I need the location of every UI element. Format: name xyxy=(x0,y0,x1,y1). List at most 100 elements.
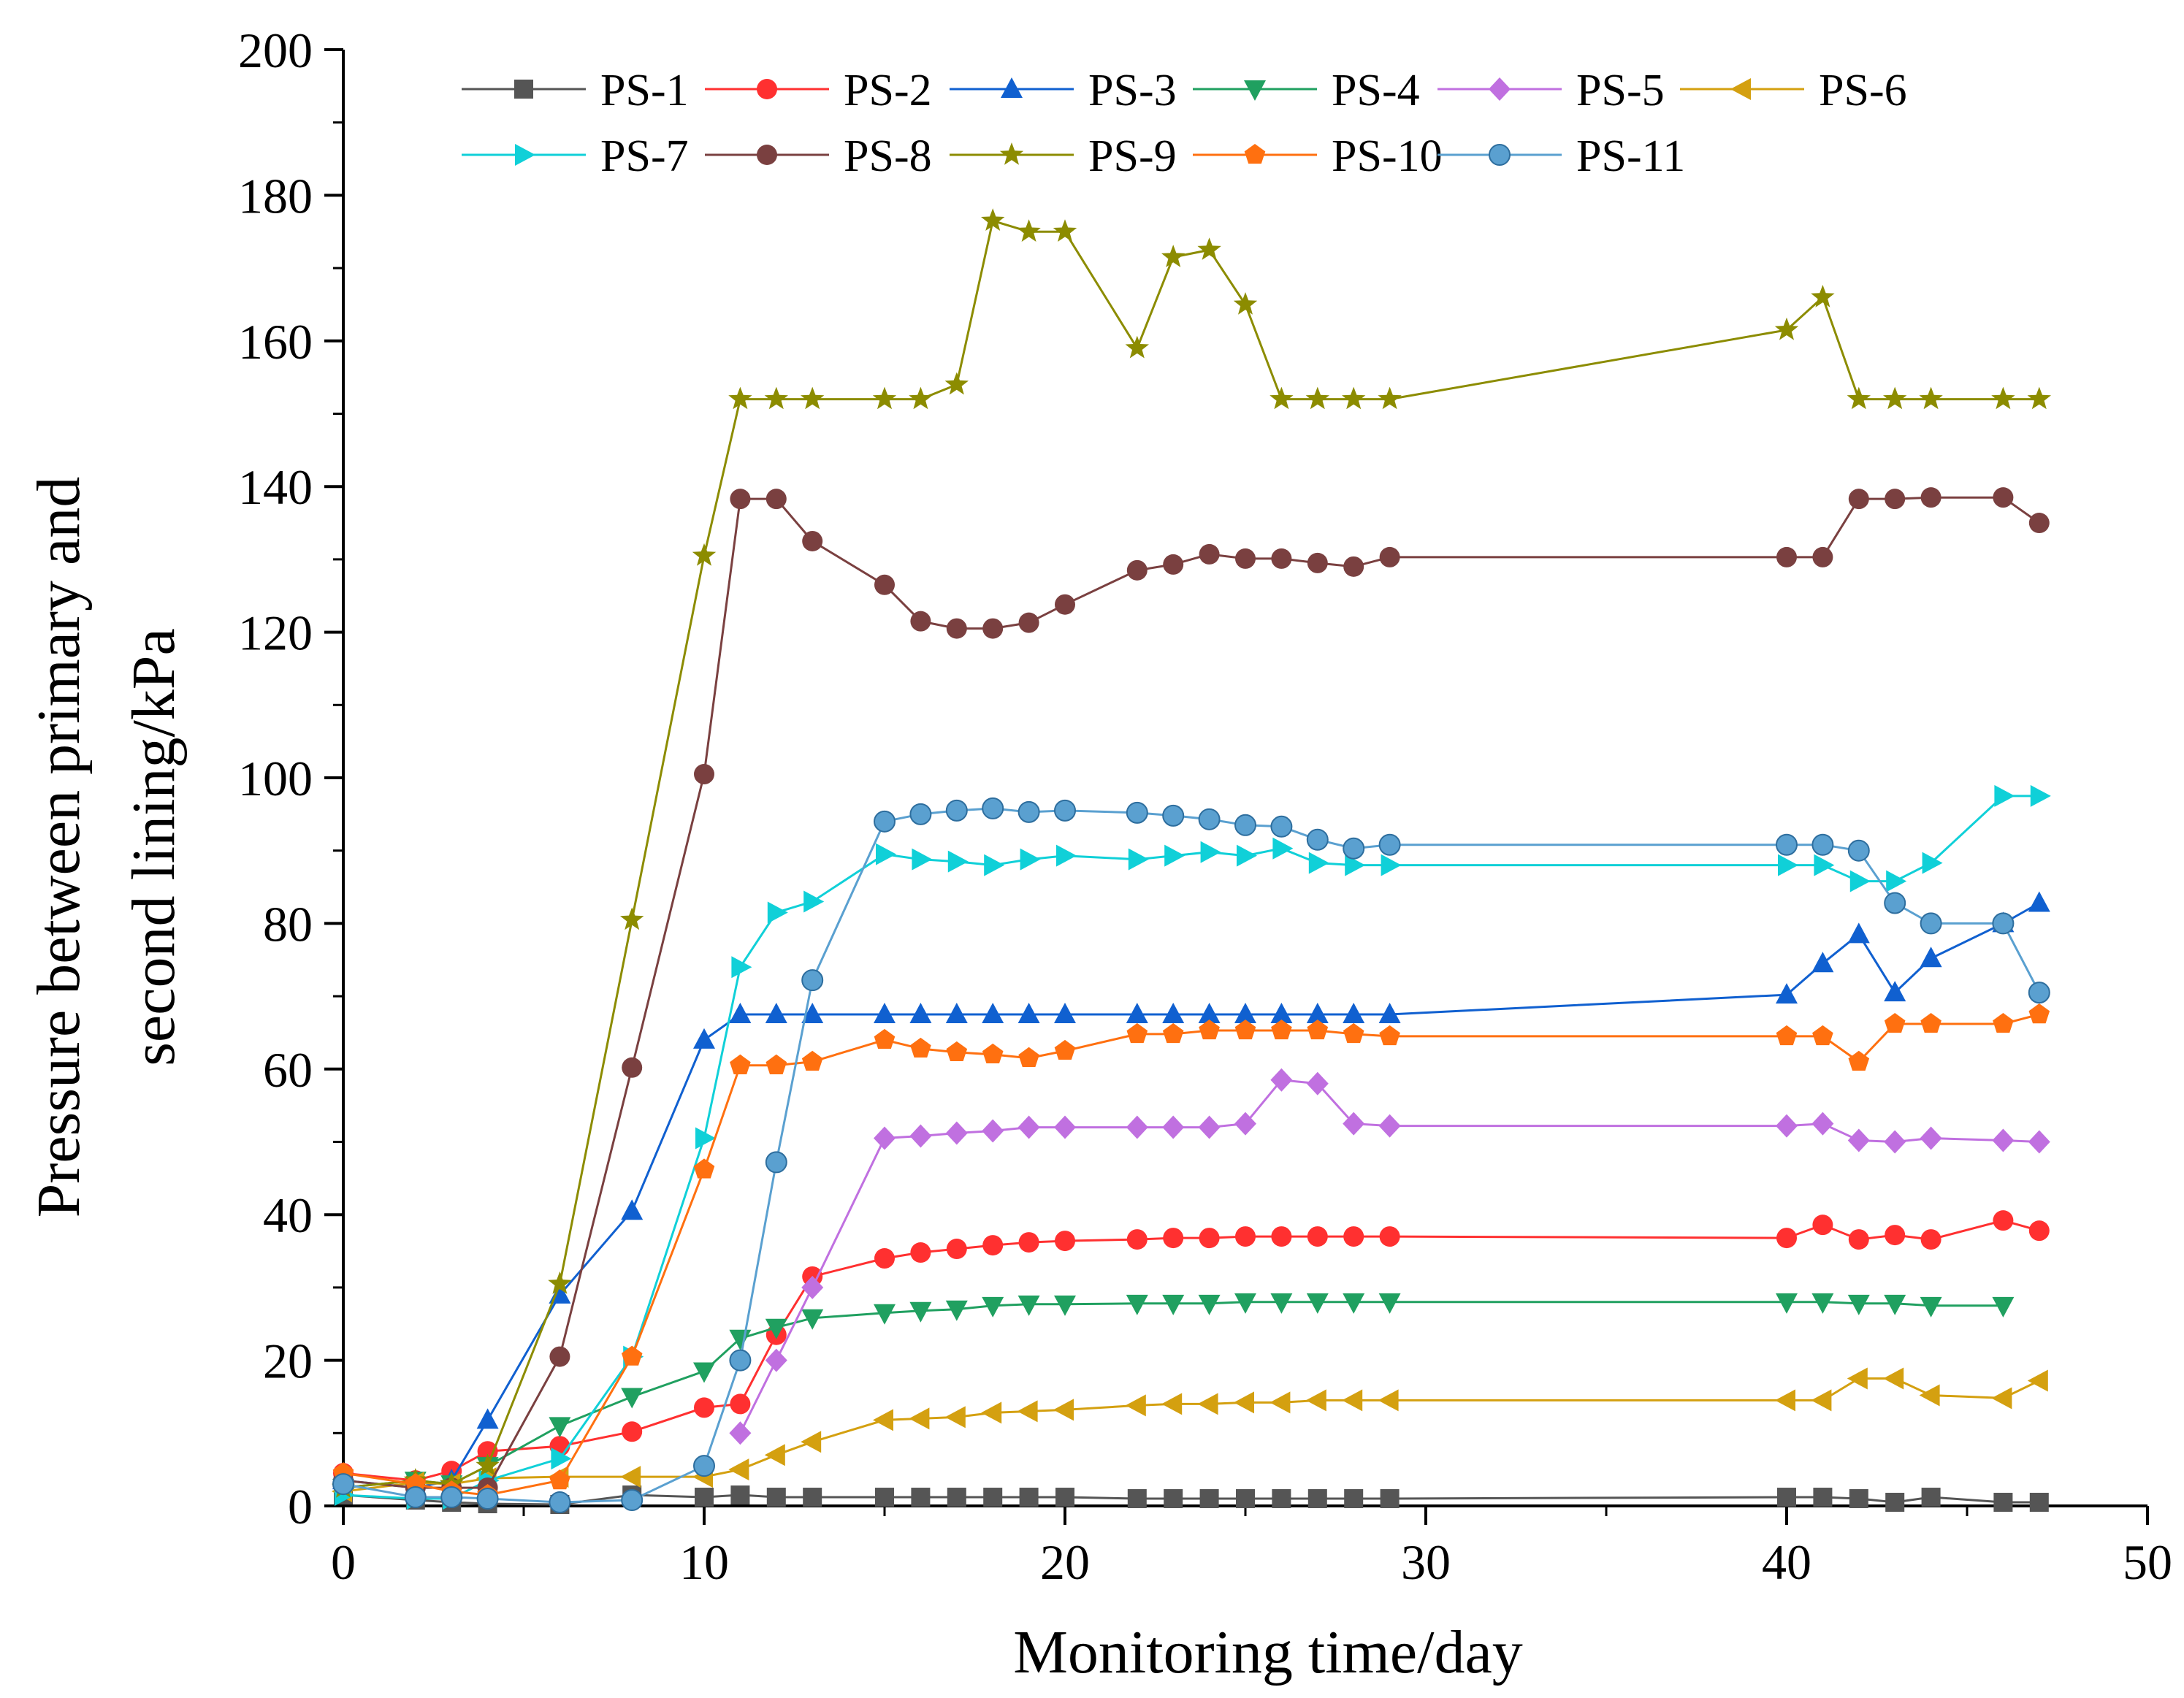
y-tick-label: 40 xyxy=(263,1188,313,1243)
data-point xyxy=(1307,1020,1329,1040)
data-point xyxy=(1019,1488,1039,1507)
data-point xyxy=(440,1486,463,1509)
data-point xyxy=(1306,1003,1329,1024)
data-point xyxy=(1919,1384,1940,1407)
legend-swatch-marker xyxy=(1244,144,1266,164)
data-point xyxy=(909,803,932,825)
data-point xyxy=(947,1488,966,1507)
data-point xyxy=(476,1408,499,1429)
data-point xyxy=(1847,839,1870,862)
legend-label: PS-3 xyxy=(1088,66,1177,115)
data-point xyxy=(1126,1115,1148,1139)
data-point xyxy=(1884,1130,1906,1154)
data-point xyxy=(874,1248,895,1269)
data-point xyxy=(2028,1003,2050,1024)
data-point xyxy=(1128,848,1149,871)
data-point xyxy=(1235,1226,1256,1247)
data-point xyxy=(1886,870,1907,892)
data-point xyxy=(982,1043,1004,1063)
data-point xyxy=(1126,1229,1148,1250)
data-point xyxy=(1054,799,1076,822)
data-point xyxy=(1237,844,1257,867)
legend: PS-1 PS-2 PS-3 PS-4 PS-5 PS-6 PS-7 PS-8 PS-9 PS-1… xyxy=(462,66,1907,181)
data-point xyxy=(1884,1294,1906,1315)
legend-item-ps-8: PS-8 xyxy=(705,131,932,181)
data-point xyxy=(1198,808,1221,830)
data-point xyxy=(551,1447,572,1470)
data-point xyxy=(910,1037,931,1058)
data-point xyxy=(1885,489,1906,510)
data-point xyxy=(1125,1394,1146,1417)
y-tick-label: 100 xyxy=(238,751,313,806)
data-point xyxy=(982,1296,1004,1318)
data-point xyxy=(729,1421,752,1445)
legend-label: PS-10 xyxy=(1332,131,1443,181)
legend-label: PS-9 xyxy=(1088,131,1177,181)
data-point xyxy=(1234,1391,1254,1414)
data-point xyxy=(1920,1126,1942,1150)
series-ps-8 xyxy=(333,487,2050,1499)
data-point xyxy=(1126,1003,1148,1024)
y-axis-title-line-2: second lining/kPa xyxy=(120,628,188,1066)
data-point xyxy=(765,1318,787,1339)
series-layer xyxy=(331,208,2051,1515)
data-point xyxy=(695,1488,714,1507)
legend-item-ps-1: PS-1 xyxy=(462,66,689,115)
data-point xyxy=(476,1488,499,1510)
data-point xyxy=(730,1054,751,1074)
data-point xyxy=(621,1489,644,1512)
data-point xyxy=(1920,912,1942,935)
data-point xyxy=(1055,1231,1075,1252)
data-point xyxy=(1270,815,1293,838)
series-line xyxy=(343,1013,2040,1496)
data-point xyxy=(1307,1226,1328,1247)
data-point xyxy=(1847,386,1871,410)
legend-swatch-marker xyxy=(1730,78,1751,100)
data-point xyxy=(1162,804,1185,827)
data-point xyxy=(1378,833,1401,856)
data-point xyxy=(1885,1225,1906,1246)
data-point xyxy=(911,1488,931,1507)
data-point xyxy=(694,1397,714,1418)
data-point xyxy=(1055,594,1075,615)
data-point xyxy=(477,1441,498,1462)
y-axis-title: Pressure between primary and second lini… xyxy=(25,477,188,1218)
data-point xyxy=(1054,1003,1076,1024)
data-point xyxy=(764,1444,785,1466)
data-point xyxy=(981,1401,1002,1424)
data-point xyxy=(1775,1389,1795,1412)
data-point xyxy=(1378,1003,1401,1024)
data-point xyxy=(1883,1367,1904,1390)
data-point xyxy=(1056,844,1077,867)
data-point xyxy=(1814,854,1835,876)
data-point xyxy=(1308,852,1329,874)
data-point xyxy=(765,1348,787,1372)
data-point xyxy=(1343,556,1364,577)
data-point xyxy=(729,1329,752,1350)
y-tick-label: 200 xyxy=(238,23,313,78)
data-point xyxy=(1054,1115,1076,1139)
data-point xyxy=(1343,1003,1365,1024)
data-point xyxy=(1236,1489,1255,1509)
data-point xyxy=(945,1300,968,1321)
legend-item-ps-6: PS-6 xyxy=(1680,66,1907,115)
data-point xyxy=(1991,386,2015,410)
data-point xyxy=(621,1199,644,1220)
x-axis-title: Monitoring time/day xyxy=(1013,1618,1523,1686)
data-point xyxy=(1269,1391,1291,1414)
data-point xyxy=(1848,489,1869,510)
data-point xyxy=(1126,801,1148,824)
legend-label: PS-2 xyxy=(844,66,932,115)
data-point xyxy=(1162,1115,1185,1139)
data-point xyxy=(875,1488,894,1507)
data-point xyxy=(1162,1022,1184,1044)
data-point xyxy=(874,574,895,595)
data-point xyxy=(801,1003,824,1024)
data-point xyxy=(945,1121,968,1145)
data-point xyxy=(2028,891,2050,912)
data-point xyxy=(693,1362,715,1383)
data-point xyxy=(766,1488,786,1507)
data-point xyxy=(801,969,824,992)
data-point xyxy=(1198,1003,1221,1024)
data-point xyxy=(1017,1115,1040,1139)
